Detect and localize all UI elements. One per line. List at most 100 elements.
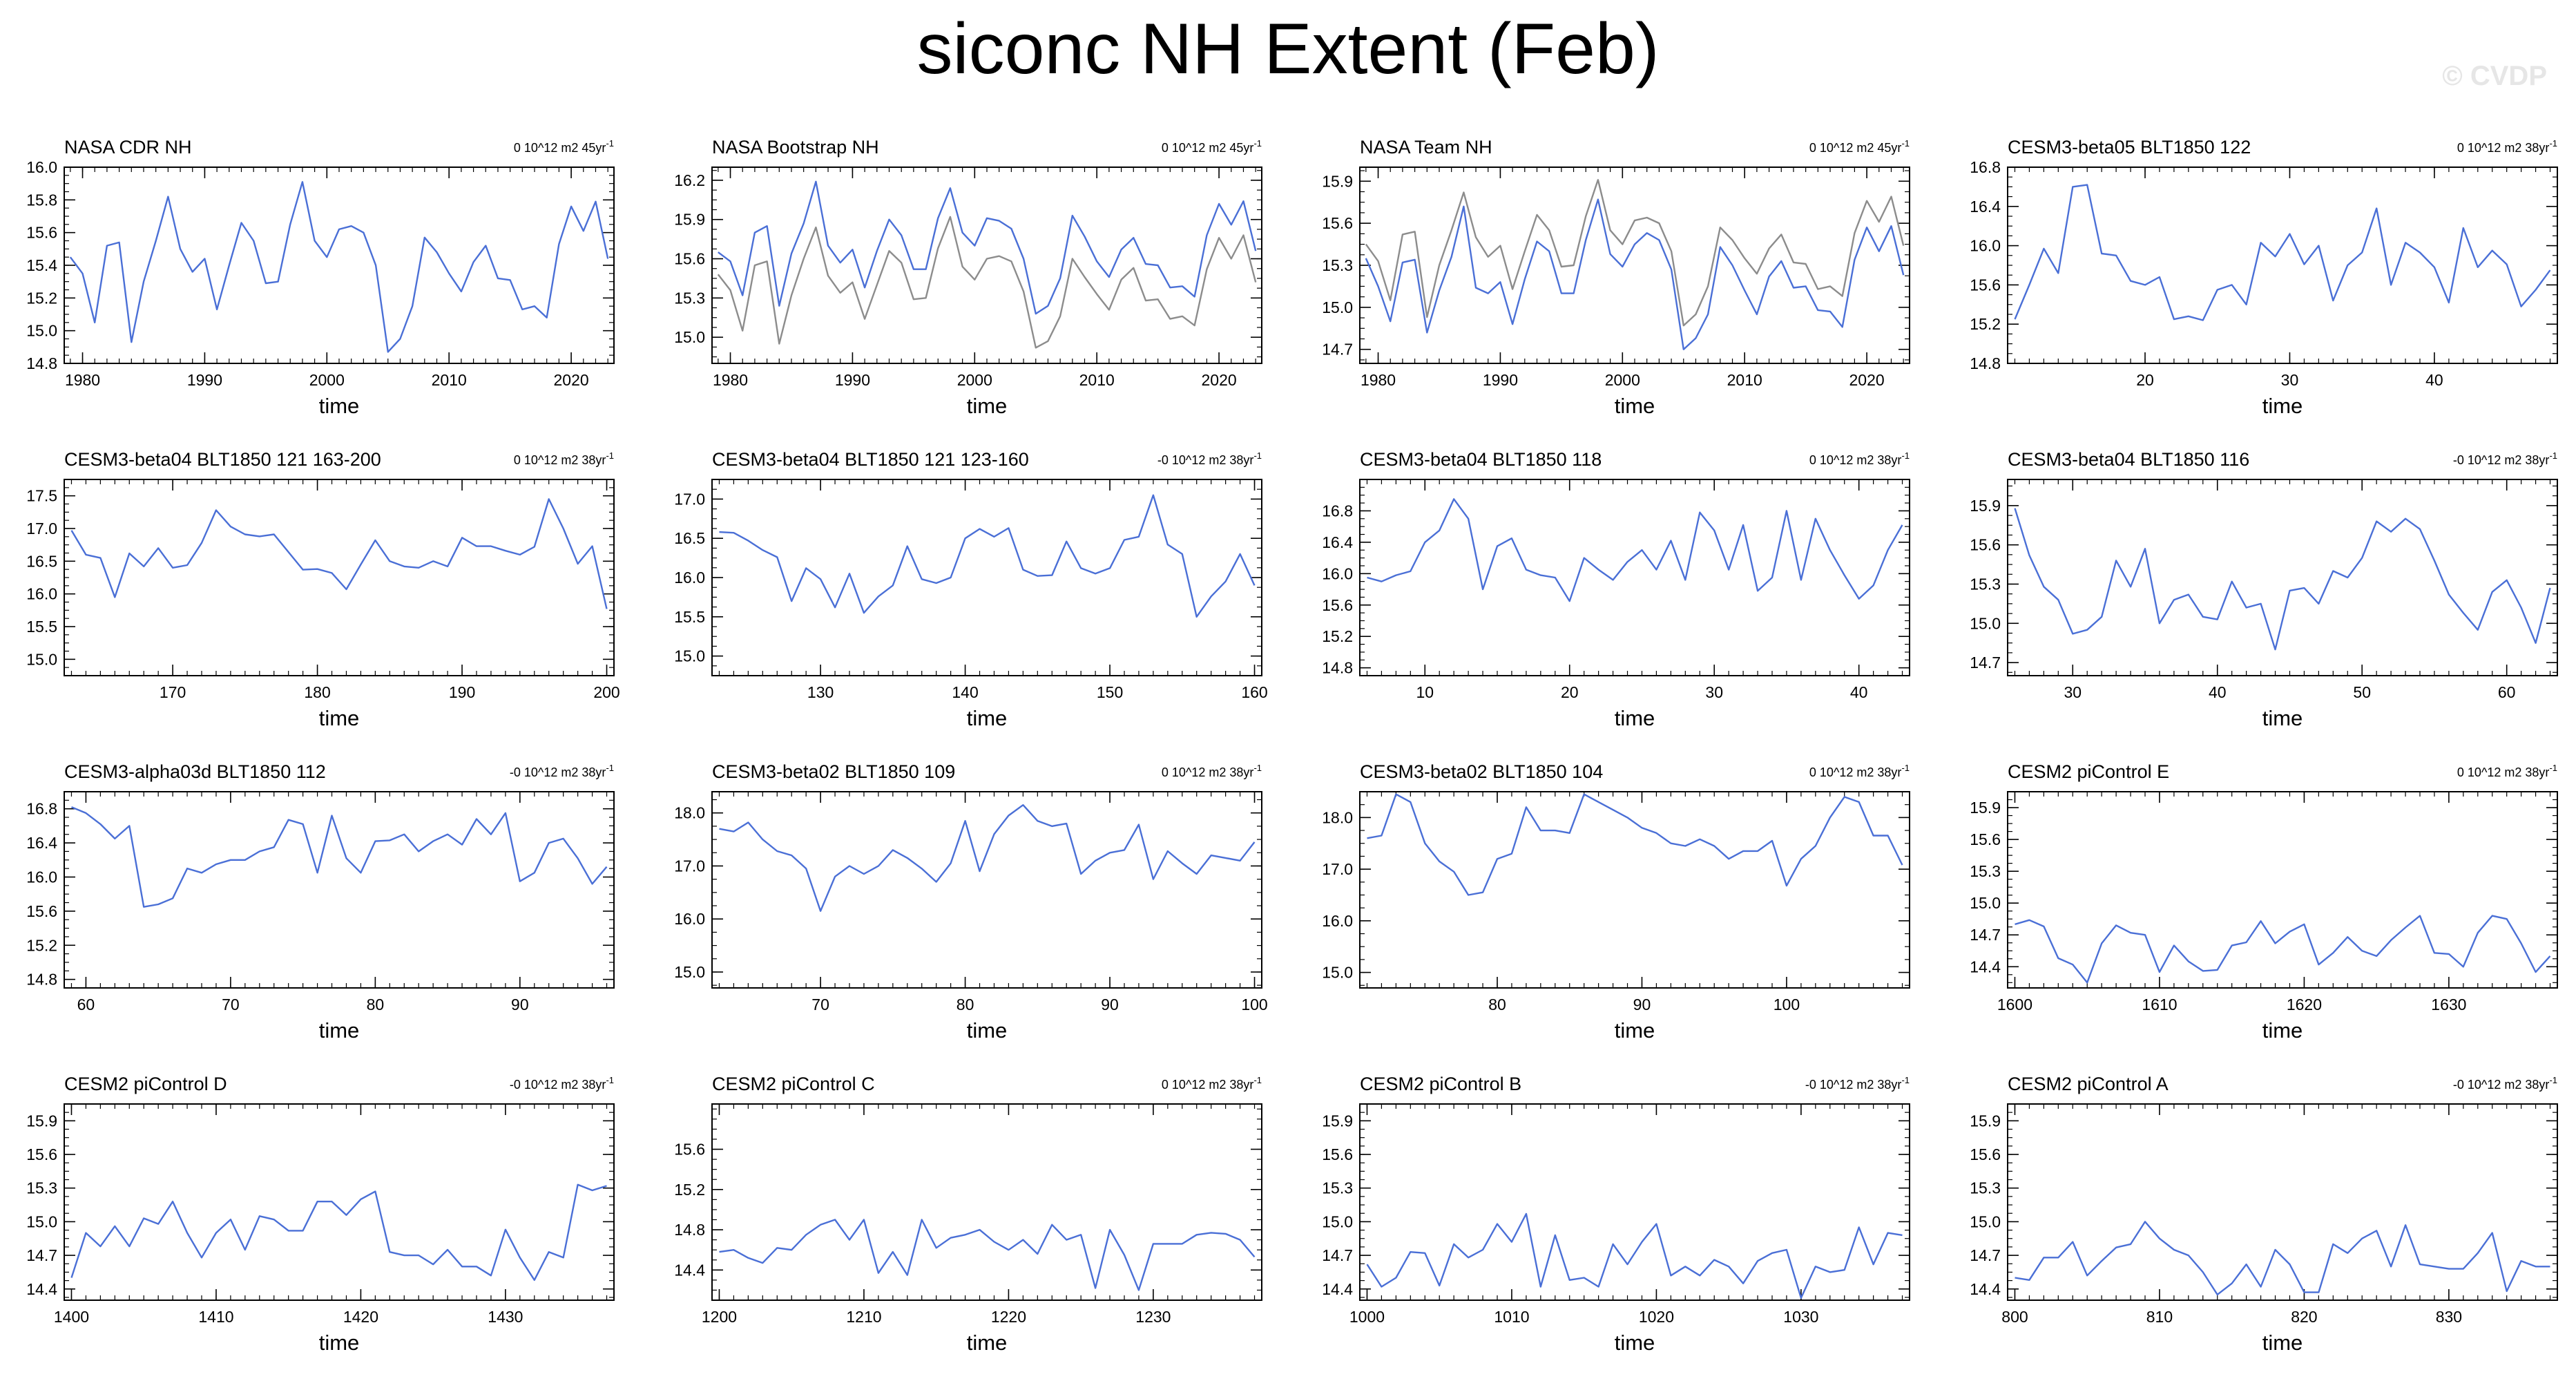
x-tick-label: 100 xyxy=(1241,996,1267,1013)
x-tick-label: 1230 xyxy=(1135,1308,1171,1326)
x-tick-label: 1620 xyxy=(2287,996,2322,1013)
chart-title: CESM2 piControl E xyxy=(2008,761,2169,782)
x-axis-label: time xyxy=(2262,1018,2303,1042)
y-tick-label: 15.3 xyxy=(674,289,705,307)
x-tick-label: 80 xyxy=(1488,996,1506,1013)
y-tick-label: 16.5 xyxy=(674,529,705,547)
chart-annotation: 0 10^12 m2 45yr-1 xyxy=(1809,138,1910,155)
chart-title: CESM3-beta04 BLT1850 118 xyxy=(1360,449,1602,470)
chart-annotation: 0 10^12 m2 38yr-1 xyxy=(1809,763,1910,779)
chart-panel: CESM2 piControl E 0 10^12 m2 38yr-1 1600 16… xyxy=(1970,761,2558,1042)
y-tick-label: 14.7 xyxy=(1970,926,2001,944)
y-tick-label: 16.0 xyxy=(674,569,705,587)
x-tick-label: 2020 xyxy=(554,371,589,389)
plot-frame xyxy=(711,479,1262,676)
x-tick-label: 1200 xyxy=(702,1308,737,1326)
y-tick-label: 15.9 xyxy=(1970,497,2001,515)
plot-frame xyxy=(2007,1103,2558,1301)
y-tick-label: 14.7 xyxy=(1970,654,2001,672)
x-axis-label: time xyxy=(967,706,1008,730)
x-tick-label: 30 xyxy=(2281,371,2299,389)
y-tick-label: 17.0 xyxy=(674,490,705,508)
chart-annotation: -0 10^12 m2 38yr-1 xyxy=(1805,1075,1910,1092)
chart-annotation: 0 10^12 m2 38yr-1 xyxy=(2457,763,2557,779)
x-tick-label: 2000 xyxy=(957,371,992,389)
x-tick-label: 1210 xyxy=(846,1308,881,1326)
chart-annotation: 0 10^12 m2 45yr-1 xyxy=(514,138,614,155)
plot-frame xyxy=(711,791,1262,989)
series-line xyxy=(1366,1212,1903,1299)
chart-annotation: -0 10^12 m2 38yr-1 xyxy=(1157,450,1262,467)
y-tick-label: 14.8 xyxy=(1970,354,2001,372)
x-axis-label: time xyxy=(1615,1018,1655,1042)
x-tick-label: 1030 xyxy=(1783,1308,1818,1326)
y-tick-label: 16.0 xyxy=(1322,912,1353,930)
x-tick-label: 1020 xyxy=(1639,1308,1674,1326)
x-tick-label: 190 xyxy=(449,683,475,701)
series-line xyxy=(2014,508,2551,651)
chart-annotation: -0 10^12 m2 38yr-1 xyxy=(510,763,614,779)
series-line xyxy=(1367,498,1903,602)
x-axis-label: time xyxy=(319,394,360,418)
plot-frame xyxy=(64,479,615,676)
x-tick-label: 1400 xyxy=(54,1308,89,1326)
y-tick-label: 15.0 xyxy=(674,647,705,665)
x-tick-label: 1980 xyxy=(713,371,748,389)
y-tick-label: 15.9 xyxy=(26,1112,57,1130)
y-tick-label: 14.4 xyxy=(26,1280,57,1298)
chart-panel: CESM3-beta04 BLT1850 118 0 10^12 m2 38yr-… xyxy=(1322,449,1910,730)
plot-frame xyxy=(711,1103,1262,1301)
chart-panel: CESM3-beta04 BLT1850 121 123-160 -0 10^12… xyxy=(674,449,1267,730)
y-tick-label: 15.6 xyxy=(1970,276,2001,294)
chart-panel: CESM3-beta02 BLT1850 109 0 10^12 m2 38yr-… xyxy=(674,761,1267,1042)
chart-panel: NASA Team NH 0 10^12 m2 45yr-1 1980 1990 200… xyxy=(1322,137,1910,418)
x-tick-label: 1600 xyxy=(1997,996,2032,1013)
chart-panel: CESM3-beta04 BLT1850 116 -0 10^12 m2 38yr… xyxy=(1970,449,2558,730)
chart-annotation: -0 10^12 m2 38yr-1 xyxy=(510,1075,614,1092)
series-line xyxy=(70,498,608,609)
x-tick-label: 40 xyxy=(2209,683,2227,701)
series-line xyxy=(2014,184,2551,321)
series-line xyxy=(719,803,1256,912)
x-tick-label: 1410 xyxy=(198,1308,233,1326)
y-tick-label: 15.0 xyxy=(26,1212,57,1230)
y-tick-label: 15.2 xyxy=(674,1181,705,1199)
y-tick-label: 16.4 xyxy=(26,834,57,852)
chart-panel: CESM2 piControl A -0 10^12 m2 38yr-1 800 81… xyxy=(1970,1074,2558,1355)
y-tick-label: 15.0 xyxy=(674,328,705,346)
y-tick-label: 15.5 xyxy=(674,608,705,626)
x-tick-label: 90 xyxy=(1101,996,1119,1013)
series-line xyxy=(1367,793,1903,896)
y-tick-label: 18.0 xyxy=(1322,808,1353,826)
y-tick-label: 15.6 xyxy=(674,250,705,268)
chart-annotation: 0 10^12 m2 38yr-1 xyxy=(1162,1075,1262,1092)
series-line xyxy=(718,180,1257,315)
y-tick-label: 15.0 xyxy=(1970,614,2001,632)
y-tick-label: 15.2 xyxy=(1970,315,2001,333)
chart-panel: CESM3-beta05 BLT1850 122 0 10^12 m2 38yr-… xyxy=(1970,137,2558,418)
y-tick-label: 15.6 xyxy=(1970,1145,2001,1163)
x-tick-label: 140 xyxy=(952,683,978,701)
y-tick-label: 15.3 xyxy=(1970,862,2001,880)
x-tick-label: 1980 xyxy=(65,371,100,389)
x-tick-label: 1420 xyxy=(343,1308,378,1326)
x-tick-label: 10 xyxy=(1416,683,1434,701)
x-tick-label: 80 xyxy=(957,996,974,1013)
y-tick-label: 14.8 xyxy=(674,1221,705,1239)
y-tick-label: 16.4 xyxy=(1322,533,1353,551)
y-tick-label: 16.8 xyxy=(26,800,57,818)
watermark: © CVDP xyxy=(2442,61,2547,91)
x-axis-label: time xyxy=(319,1018,360,1042)
chart-title: CESM3-beta04 BLT1850 116 xyxy=(2008,449,2249,470)
y-tick-label: 14.7 xyxy=(1322,341,1353,359)
series-line xyxy=(1365,198,1905,350)
y-tick-label: 16.8 xyxy=(1322,502,1353,520)
y-tick-label: 17.0 xyxy=(1322,860,1353,878)
plot-frame xyxy=(1359,166,1910,364)
chart-title: CESM3-beta04 BLT1850 121 163-200 xyxy=(64,449,381,470)
x-axis-label: time xyxy=(967,1018,1008,1042)
y-tick-label: 15.2 xyxy=(26,936,57,954)
chart-title: CESM2 piControl C xyxy=(712,1074,875,1094)
x-tick-label: 1000 xyxy=(1349,1308,1385,1326)
